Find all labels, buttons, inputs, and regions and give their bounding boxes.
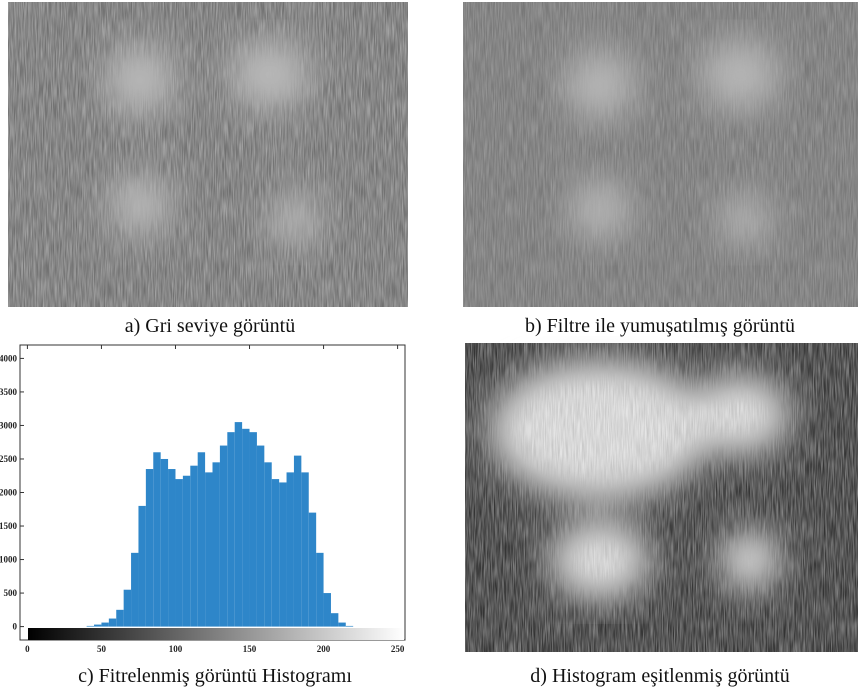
caption: a) Gri seviye görüntü <box>125 315 296 337</box>
bar <box>101 622 109 627</box>
caption: d) Histogram eşitlenmiş görüntü <box>530 665 789 687</box>
x-tick-label: 150 <box>243 644 257 654</box>
bar <box>316 552 324 627</box>
y-tick-label: 0 <box>13 622 18 632</box>
bar <box>301 472 309 627</box>
y-tick-label: 1500 <box>0 521 18 531</box>
bar <box>330 613 339 627</box>
bar <box>86 625 95 627</box>
bar <box>264 462 272 627</box>
x-tick-label: 100 <box>169 644 183 654</box>
bar <box>242 428 250 627</box>
bar <box>219 445 228 627</box>
bar <box>338 622 346 627</box>
image-b <box>463 2 858 307</box>
y-tick-label: 1000 <box>0 555 18 565</box>
bar <box>175 479 183 627</box>
bar <box>234 422 243 627</box>
bar <box>271 479 280 627</box>
bar <box>345 625 354 627</box>
bar <box>94 624 102 627</box>
bar <box>153 452 161 627</box>
x-tick-label: 200 <box>317 644 331 654</box>
bar <box>131 552 139 627</box>
bar <box>293 455 302 627</box>
colorbar <box>28 628 404 640</box>
y-tick-label: 2500 <box>0 454 18 464</box>
bar <box>160 458 169 627</box>
y-tick-label: 2000 <box>0 488 18 498</box>
y-tick-label: 4000 <box>0 353 18 363</box>
y-tick-label: 500 <box>4 588 18 598</box>
bar <box>286 472 294 627</box>
y-tick-label: 3500 <box>0 387 18 397</box>
bar <box>138 505 146 627</box>
bar <box>123 589 132 627</box>
bar <box>323 593 331 627</box>
bar <box>249 432 257 627</box>
x-tick-label: 250 <box>391 644 405 654</box>
caption: c) Fitrelenmiş görüntü Histogramı <box>78 665 352 687</box>
bar <box>279 482 287 627</box>
bar <box>108 618 117 627</box>
bar <box>205 472 213 627</box>
caption: b) Filtre ile yumuşatılmış görüntü <box>525 315 795 337</box>
bar <box>168 469 176 627</box>
bar <box>227 432 235 627</box>
image-a <box>8 2 408 307</box>
bar <box>212 462 220 627</box>
bar <box>116 609 124 627</box>
bar <box>256 445 265 627</box>
x-tick-label: 50 <box>97 644 107 654</box>
image-d <box>465 343 858 652</box>
bar <box>145 469 154 627</box>
bar <box>308 512 317 627</box>
x-tick-label: 0 <box>25 644 30 654</box>
bar <box>190 465 198 627</box>
bar <box>182 475 191 627</box>
y-tick-label: 3000 <box>0 420 18 430</box>
bar <box>197 452 206 627</box>
